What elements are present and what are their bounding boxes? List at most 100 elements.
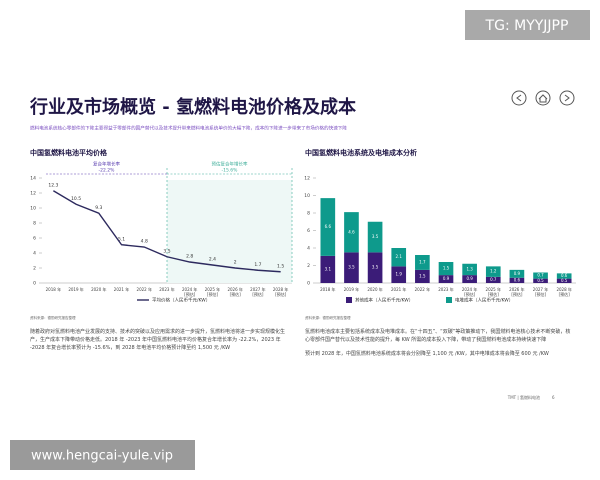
nav-forward-icon [564, 94, 570, 102]
data-label: 9.3 [95, 205, 102, 211]
x-tick-label: 2024 年 [预估] [181, 287, 198, 297]
forecast-zone [167, 180, 292, 283]
bar-segment [462, 263, 477, 276]
bar-segment [344, 252, 359, 283]
nav-home[interactable] [535, 90, 551, 106]
data-label: 3.5 [348, 265, 355, 270]
data-label: 5.1 [118, 236, 125, 242]
y-tick-label: 10 [304, 193, 310, 199]
x-tick-label: 2025 年 [预估] [485, 287, 501, 297]
x-tick-label: 2023 年 [159, 287, 175, 292]
legend-swatch [346, 297, 352, 303]
page-number: 6 [552, 395, 555, 400]
paragraph-block: 氢燃料电池成本主要包括系统成本及电堆成本。在“十四五”、“双碳”等政策推动下，我… [305, 328, 575, 364]
data-label: 0.7 [537, 273, 544, 278]
subtitle: 燃料电池系统核心零部件的下降主要得益于零部件的国产替代以及技术提升带来燃料电池系… [30, 125, 347, 132]
data-label: 4.8 [141, 239, 148, 245]
source-note: 资料来源：德勤研究报告整理 [30, 315, 76, 320]
legend-label: 其他成本（人民币千元/KW） [355, 297, 413, 304]
x-tick-label: 2027 年 [预估] [532, 287, 549, 297]
paragraph: 氢燃料电池成本主要包括系统成本及电堆成本。在“十四五”、“双碳”等政策推动下，我… [305, 329, 571, 343]
x-tick-label: 2023 年 [438, 287, 454, 292]
y-tick-label: 2 [33, 266, 36, 272]
bar-segment [438, 262, 454, 276]
data-label: 0.6 [561, 273, 568, 278]
y-tick-label: 14 [30, 176, 36, 182]
annotation-value: -22.2% [99, 168, 116, 174]
data-label: 0.9 [443, 276, 450, 281]
data-label: 12.3 [48, 182, 58, 188]
y-tick-label: 4 [307, 246, 310, 252]
x-tick-label: 2024 年 [预估] [461, 287, 478, 297]
bar-segment [344, 212, 359, 253]
bar-segment [485, 266, 501, 277]
x-tick-label: 2022 年 [136, 287, 152, 292]
bar-segment [509, 269, 525, 278]
x-tick-label: 2021 年 [390, 287, 407, 292]
legend-swatch [446, 297, 452, 303]
price-line [53, 190, 281, 273]
x-tick-label: 2027 年 [预估] [250, 287, 266, 297]
x-tick-label: 2018 年 [45, 287, 62, 292]
y-tick-label: 6 [307, 228, 310, 234]
watermark-box [10, 440, 195, 470]
data-label: 3.5 [372, 265, 379, 270]
watermark: TG: MYYJJPP [485, 18, 569, 34]
footer: TMT | 氢燃料电池 [507, 394, 540, 400]
bar-segment [485, 276, 501, 283]
bar-segment [509, 277, 525, 283]
annotation-label: 复合年增长率 [93, 161, 120, 168]
bar-segment [391, 248, 407, 267]
bar-segment [533, 278, 548, 283]
bar-segment [415, 269, 430, 283]
bar-segment [320, 255, 336, 283]
y-tick-label: 2 [307, 263, 310, 269]
data-label: 1.7 [254, 262, 261, 268]
bar-segment [438, 275, 454, 283]
data-label: 1.5 [419, 273, 426, 278]
data-label: 1.3 [466, 266, 473, 271]
source-note: 资料来源：德勤研究报告整理 [305, 315, 351, 320]
annotation-label: 预估复合年增长率 [212, 161, 248, 168]
x-tick-label: 2019 年 [68, 287, 84, 292]
bar-segment [462, 275, 477, 283]
chart-title: 中国氢燃料电池平均价格 [30, 148, 108, 157]
legend-label: 平均价格（人民币千元/KW） [152, 297, 210, 304]
nav-back-icon [516, 94, 522, 102]
nav-forward[interactable] [559, 90, 575, 106]
x-tick-label: 2026 年 [预估] [509, 287, 525, 297]
y-tick-label: 8 [307, 211, 310, 217]
paragraph-block: 随着政府对氢燃料电池产业发展的支持、技术的突破以及应用需求的进一步提升，氢燃料电… [30, 328, 292, 358]
data-label: 2.1 [396, 254, 403, 259]
paragraph: 随着政府对氢燃料电池产业发展的支持、技术的突破以及应用需求的进一步提升，氢燃料电… [30, 329, 286, 351]
x-tick-label: 2028 年 [预估] [556, 287, 572, 297]
data-label: 0.7 [490, 277, 497, 282]
x-tick-label: 2020 年 [367, 287, 383, 292]
data-label: 4.6 [348, 229, 355, 234]
nav-back[interactable] [511, 90, 527, 106]
bar-segment [556, 278, 572, 283]
bar-segment [415, 255, 430, 270]
x-tick-label: 2022 年 [414, 287, 431, 292]
x-tick-label: 2020 年 [91, 287, 107, 292]
data-label: 3.1 [325, 266, 332, 271]
data-label: 3.5 [372, 234, 379, 239]
x-tick-label: 2019 年 [343, 287, 360, 292]
data-label: 6.6 [325, 224, 332, 229]
data-label: 1.5 [443, 266, 450, 271]
bar-segment [320, 198, 336, 256]
x-tick-label: 2018 年 [320, 287, 336, 292]
bar-segment [391, 266, 407, 283]
x-tick-label: 2025 年 [预估] [204, 287, 221, 297]
data-label: 1.7 [419, 259, 426, 264]
data-label: 1.2 [490, 269, 497, 274]
title: 行业及市场概览 - 氢燃料电池价格及成本 [29, 96, 356, 118]
y-tick-label: 12 [304, 176, 310, 182]
data-label: 1.5 [277, 263, 284, 269]
bar-segment [367, 221, 383, 253]
data-label: 2 [234, 260, 237, 266]
bar-segment [556, 273, 572, 279]
legend-label: 电堆成本（人民币千元/KW） [455, 297, 513, 304]
